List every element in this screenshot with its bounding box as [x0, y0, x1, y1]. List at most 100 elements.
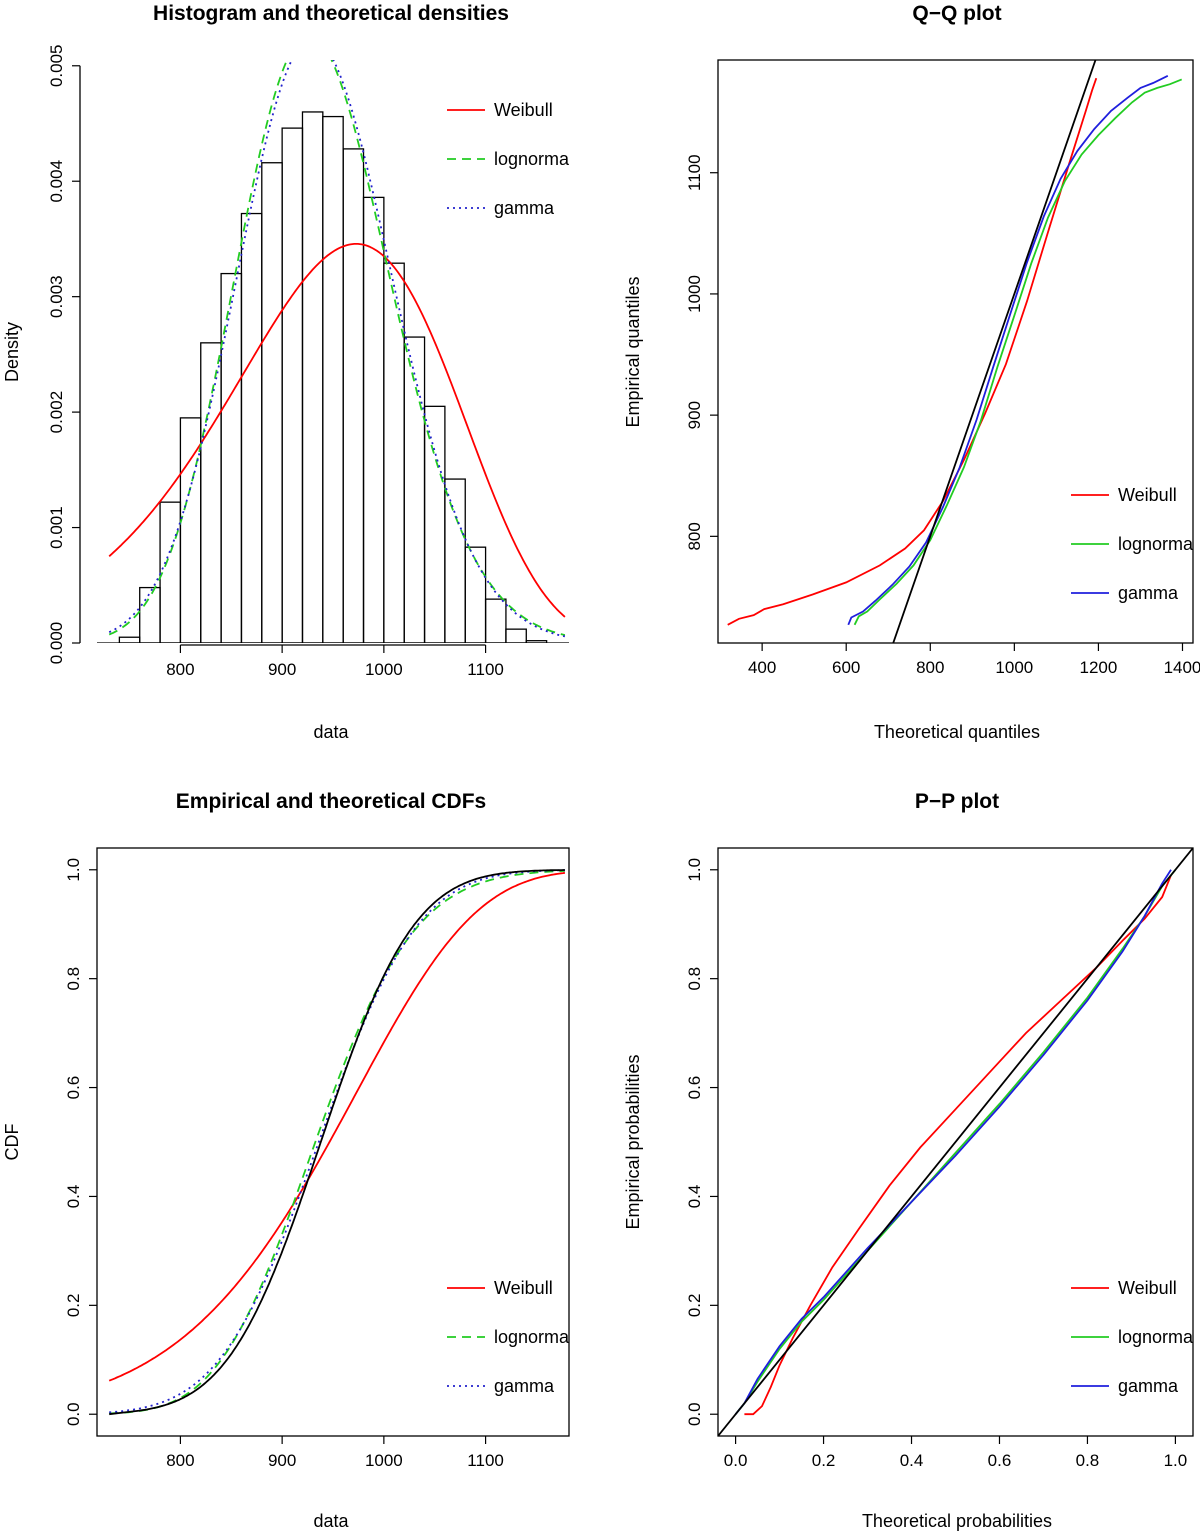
density-hist-bar — [403, 336, 426, 643]
density-y-axis-label: Density — [2, 322, 22, 382]
density-hist-bar — [240, 212, 263, 643]
pp-y-tick-label: 0.8 — [685, 967, 704, 991]
qq-x-tick-label: 1000 — [995, 658, 1033, 677]
pp-x-tick-label: 0.8 — [1076, 1451, 1100, 1470]
cdf-y-tick-label: 0.8 — [64, 967, 83, 991]
pp-series-gamma-line — [734, 869, 1172, 1415]
density-hist-bar — [179, 417, 202, 643]
pp-y-tick-label: 0.2 — [685, 1294, 704, 1318]
cdf-title: Empirical and theoretical CDFs — [176, 790, 486, 813]
cdf-plot-frame — [96, 847, 570, 1437]
density-hist-bar — [444, 478, 466, 643]
cdf-plot-area — [108, 869, 566, 1416]
density-legend-label: lognorma — [494, 149, 570, 169]
density-hist-bar — [362, 196, 385, 643]
cdf-y-tick-label: 0.2 — [64, 1294, 83, 1318]
density-x-tick-label: 800 — [166, 660, 194, 679]
qq-plot-frame — [717, 59, 1194, 644]
qq-y-tick-label: 1000 — [685, 275, 704, 313]
density-y-tick-label: 0.002 — [47, 391, 66, 434]
qq-x-axis-label: Theoretical quantiles — [874, 722, 1040, 742]
pp-x-tick-label: 0.4 — [900, 1451, 924, 1470]
density-y-tick-label: 0.004 — [47, 160, 66, 203]
pp-y-tick-label: 1.0 — [685, 858, 704, 882]
cdf-x-tick-label: 800 — [166, 1451, 194, 1470]
density-y-tick-label: 0.003 — [47, 275, 66, 318]
pp-legend-label: gamma — [1118, 1376, 1179, 1396]
density-hist-bar — [464, 546, 487, 643]
density-x-axis-label: data — [313, 722, 349, 742]
cdf-series-empirical-line — [109, 869, 565, 1416]
density-hist-bar — [118, 636, 141, 643]
qq-legend-label: lognorma — [1118, 534, 1194, 554]
density-series-weibull-line — [108, 242, 566, 618]
cdf-x-axis-label: data — [313, 1511, 349, 1531]
density-hist-bar — [484, 598, 507, 643]
cdf-y-tick-label: 0.0 — [64, 1402, 83, 1426]
qq-legend-label: Weibull — [1118, 485, 1177, 505]
qq-y-axis-label: Empirical quantiles — [623, 276, 643, 427]
cdf-x-tick-label: 1000 — [365, 1451, 403, 1470]
density-title: Histogram and theoretical densities — [153, 2, 509, 25]
density-plot-area — [97, 60, 569, 643]
qq-x-tick-label: 1400 — [1164, 658, 1200, 677]
pp-y-axis-label: Empirical probabilities — [623, 1054, 643, 1229]
cdf-y-axis-label: CDF — [2, 1124, 22, 1161]
density-y-tick-label: 0.001 — [47, 506, 66, 549]
cdf-y-tick-label: 0.6 — [64, 1076, 83, 1100]
density-y-tick-label: 0.005 — [47, 44, 66, 87]
qq-plot-area — [727, 60, 1183, 643]
density-hist-bar — [423, 405, 446, 643]
density-y-tick-label: 0.000 — [47, 622, 66, 665]
cdf-series-lognormal-line — [109, 870, 565, 1415]
qq-x-tick-label: 400 — [748, 658, 776, 677]
density-hist-bar — [261, 162, 283, 643]
qq-y-tick-label: 1100 — [685, 154, 704, 191]
pp-series-weibull-line — [744, 874, 1172, 1416]
qq-series-reference-line — [892, 60, 1097, 643]
density-hist-bar — [342, 148, 365, 643]
qq-legend-label: gamma — [1118, 583, 1179, 603]
pp-y-tick-label: 0.6 — [685, 1076, 704, 1100]
pp-series-reference-line — [718, 848, 1193, 1436]
cdf-series-weibull-line — [108, 871, 566, 1382]
qq-title: Q−Q plot — [912, 2, 1001, 25]
cdf-legend-label: gamma — [494, 1376, 555, 1396]
density-hist-bar — [139, 586, 161, 643]
cdf-x-tick-label: 1100 — [467, 1451, 504, 1470]
density-hist-bar — [301, 111, 324, 643]
pp-plot-area — [718, 848, 1193, 1436]
qq-x-tick-label: 1200 — [1080, 658, 1118, 677]
pp-legend-label: lognorma — [1118, 1327, 1194, 1347]
cdf-x-tick-label: 900 — [268, 1451, 296, 1470]
cdf-series-gamma-line — [109, 869, 565, 1414]
density-series-lognormal-line — [108, 60, 566, 636]
cdf-y-tick-label: 1.0 — [64, 858, 83, 882]
pp-x-axis-label: Theoretical probabilities — [862, 1511, 1052, 1531]
density-series-gamma-line — [108, 60, 566, 638]
density-legend-label: gamma — [494, 198, 555, 218]
density-hist-bar — [281, 127, 304, 643]
qq-x-tick-label: 600 — [832, 658, 860, 677]
density-hist-bar — [505, 628, 527, 643]
density-legend-label: Weibull — [494, 100, 553, 120]
density-hist-bar — [322, 115, 344, 643]
density-hist-bar — [159, 501, 182, 643]
cdf-y-tick-label: 0.4 — [64, 1185, 83, 1209]
density-x-tick-label: 1000 — [365, 660, 403, 679]
pp-x-tick-label: 0.2 — [812, 1451, 836, 1470]
qq-y-tick-label: 900 — [685, 401, 704, 429]
pp-plot-frame — [717, 847, 1194, 1437]
pp-y-tick-label: 0.0 — [685, 1402, 704, 1426]
cdf-legend-label: lognorma — [494, 1327, 570, 1347]
qq-series-lognormal-line — [853, 78, 1183, 626]
pp-y-tick-label: 0.4 — [685, 1185, 704, 1209]
density-hist-bar — [525, 640, 548, 643]
density-x-tick-label: 1100 — [467, 660, 504, 679]
qq-x-tick-label: 800 — [916, 658, 944, 677]
qq-series-gamma-line — [847, 74, 1169, 626]
qq-y-tick-label: 800 — [685, 522, 704, 550]
density-hist-bar — [200, 342, 222, 643]
qq-series-weibull-line — [727, 77, 1098, 626]
